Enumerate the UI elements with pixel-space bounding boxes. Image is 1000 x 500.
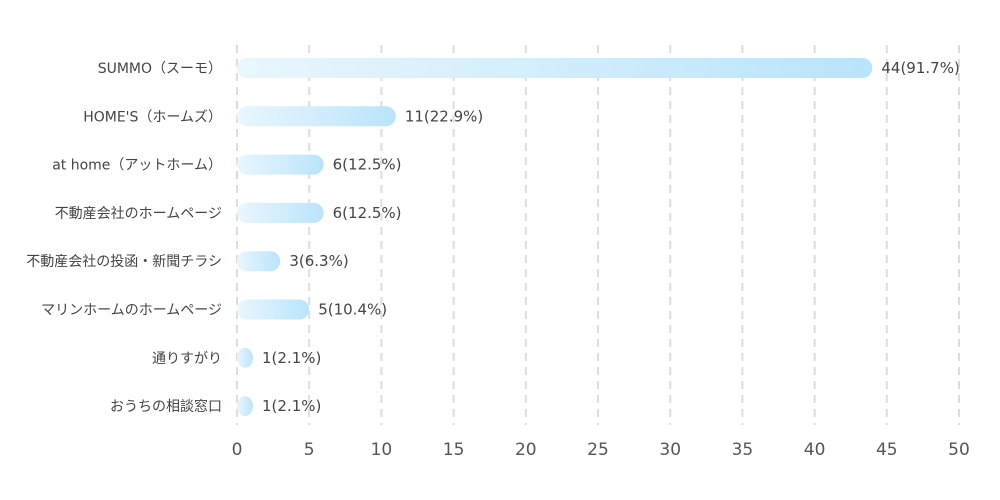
labels-layer: SUMMO（スーモ） 44(91.7%) HOME'S（ホームズ） 11(22.9%)… [26, 59, 960, 415]
bar-3 [237, 154, 324, 175]
bar-5 [237, 251, 281, 272]
data-label-4: 6(12.5%) [333, 204, 402, 222]
x-tick-label-40: 40 [804, 440, 826, 460]
data-label-5: 3(6.3%) [289, 252, 348, 270]
bar-4 [237, 202, 324, 223]
x-tick-label-35: 35 [732, 440, 754, 460]
x-tick-label-25: 25 [587, 440, 609, 460]
x-tick-label-0: 0 [232, 440, 243, 460]
category-label-3: at home（アットホーム） [52, 158, 222, 174]
data-label-6: 5(10.4%) [318, 301, 387, 319]
data-label-2: 11(22.9%) [405, 107, 483, 125]
category-label-5: 不動産会社の投函・新聞チラシ [26, 254, 222, 270]
x-axis-ticks: 0 5 10 15 20 25 30 35 40 45 50 [232, 440, 970, 460]
x-tick-label-15: 15 [443, 440, 465, 460]
x-tick-label-50: 50 [948, 440, 970, 460]
x-tick-label-5: 5 [304, 440, 315, 460]
data-label-7: 1(2.1%) [262, 349, 321, 367]
category-label-4: 不動産会社のホームページ [55, 206, 222, 222]
category-label-6: マリンホームのホームページ [41, 303, 222, 319]
category-label-2: HOME'S（ホームズ） [83, 109, 222, 125]
category-label-7: 通りすがり [152, 351, 222, 367]
x-tick-label-10: 10 [371, 440, 393, 460]
bar-7 [237, 347, 253, 368]
data-label-1: 44(91.7%) [881, 59, 959, 77]
x-tick-label-30: 30 [659, 440, 681, 460]
bar-8 [237, 396, 253, 417]
bar-6 [237, 299, 310, 320]
x-tick-label-45: 45 [876, 440, 898, 460]
x-tick-label-20: 20 [515, 440, 537, 460]
bars-layer [237, 58, 873, 417]
bar-2 [237, 106, 396, 127]
grid-layer [236, 45, 960, 425]
bar-1 [237, 58, 873, 78]
data-label-8: 1(2.1%) [262, 397, 321, 415]
category-label-8: おうちの相談窓口 [110, 398, 222, 415]
data-label-3: 6(12.5%) [333, 156, 402, 174]
category-label-1: SUMMO（スーモ） [98, 61, 222, 77]
